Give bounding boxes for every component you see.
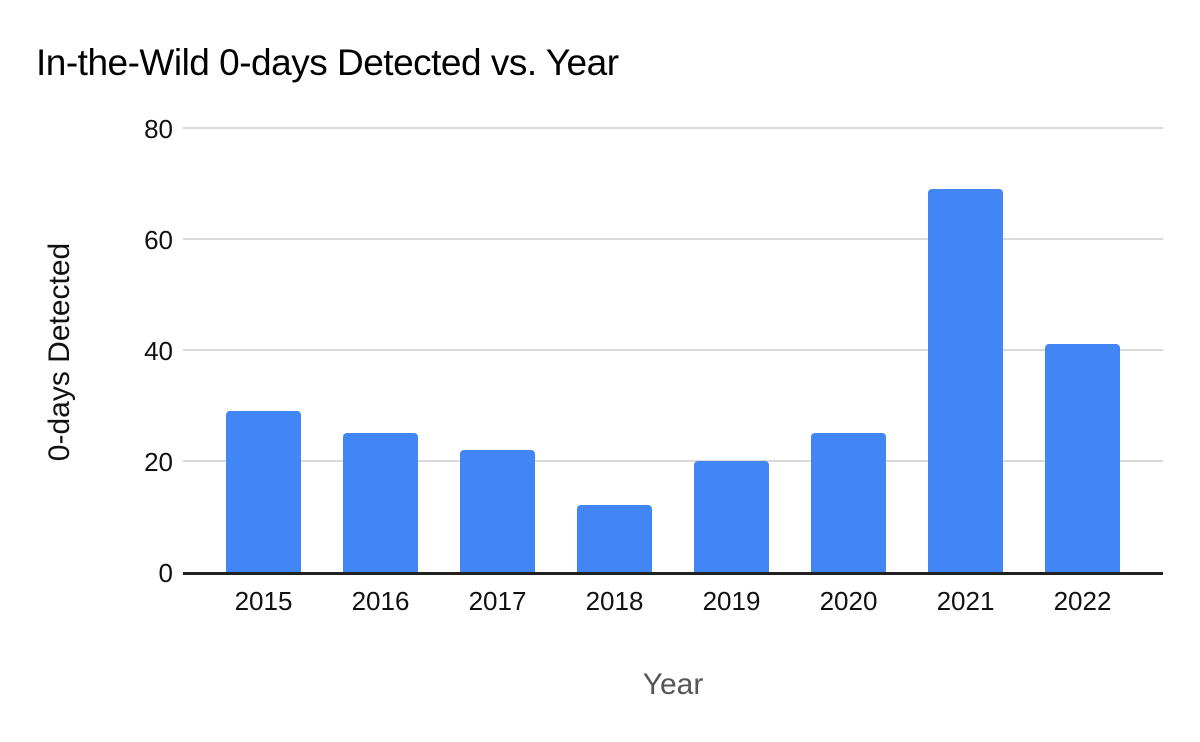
bar-2022[interactable] <box>1045 344 1120 572</box>
chart-title: In-the-Wild 0-days Detected vs. Year <box>36 42 619 83</box>
bar-slot-2015 <box>205 128 322 572</box>
plot-area <box>183 127 1163 575</box>
gridline-20 <box>183 460 1163 462</box>
x-tick-label-2022: 2022 <box>1053 586 1112 616</box>
bar-slot-2018 <box>556 128 673 572</box>
bar-2017[interactable] <box>460 449 535 572</box>
x-tick-labels: 2015 2016 2017 2018 2019 2020 2021 2022 <box>183 586 1163 617</box>
x-tick-label-2015: 2015 <box>234 586 293 616</box>
y-tick-label-40: 40 <box>144 336 173 366</box>
bars-layer <box>183 128 1163 572</box>
y-axis-title: 0-days Detected <box>43 242 76 462</box>
x-axis-title: Year <box>642 668 704 701</box>
y-tick-label-20: 20 <box>144 447 173 477</box>
bar-2018[interactable] <box>577 505 652 572</box>
gridline-80 <box>183 127 1163 129</box>
bar-slot-2016 <box>322 128 439 572</box>
y-tick-label-0: 0 <box>158 558 173 588</box>
bar-2015[interactable] <box>226 411 301 572</box>
y-tick-label-60: 60 <box>144 225 173 255</box>
bar-2016[interactable] <box>343 433 418 572</box>
x-tick-label-2021: 2021 <box>936 586 995 616</box>
x-tick-label-2016: 2016 <box>351 586 410 616</box>
bar-slot-2017 <box>439 128 556 572</box>
x-tick-label-2019: 2019 <box>702 586 761 616</box>
x-tick-label-2018: 2018 <box>585 586 644 616</box>
x-tick-label-2017: 2017 <box>468 586 527 616</box>
bar-2021[interactable] <box>928 189 1003 572</box>
bar-2019[interactable] <box>694 461 769 572</box>
bar-2020[interactable] <box>811 433 886 572</box>
gridline-40 <box>183 349 1163 351</box>
x-tick-label-2020: 2020 <box>819 586 878 616</box>
bar-slot-2019 <box>673 128 790 572</box>
bar-slot-2020 <box>790 128 907 572</box>
bar-slot-2021 <box>907 128 1024 572</box>
gridline-60 <box>183 238 1163 240</box>
bar-slot-2022 <box>1024 128 1141 572</box>
y-tick-label-80: 80 <box>144 114 173 144</box>
